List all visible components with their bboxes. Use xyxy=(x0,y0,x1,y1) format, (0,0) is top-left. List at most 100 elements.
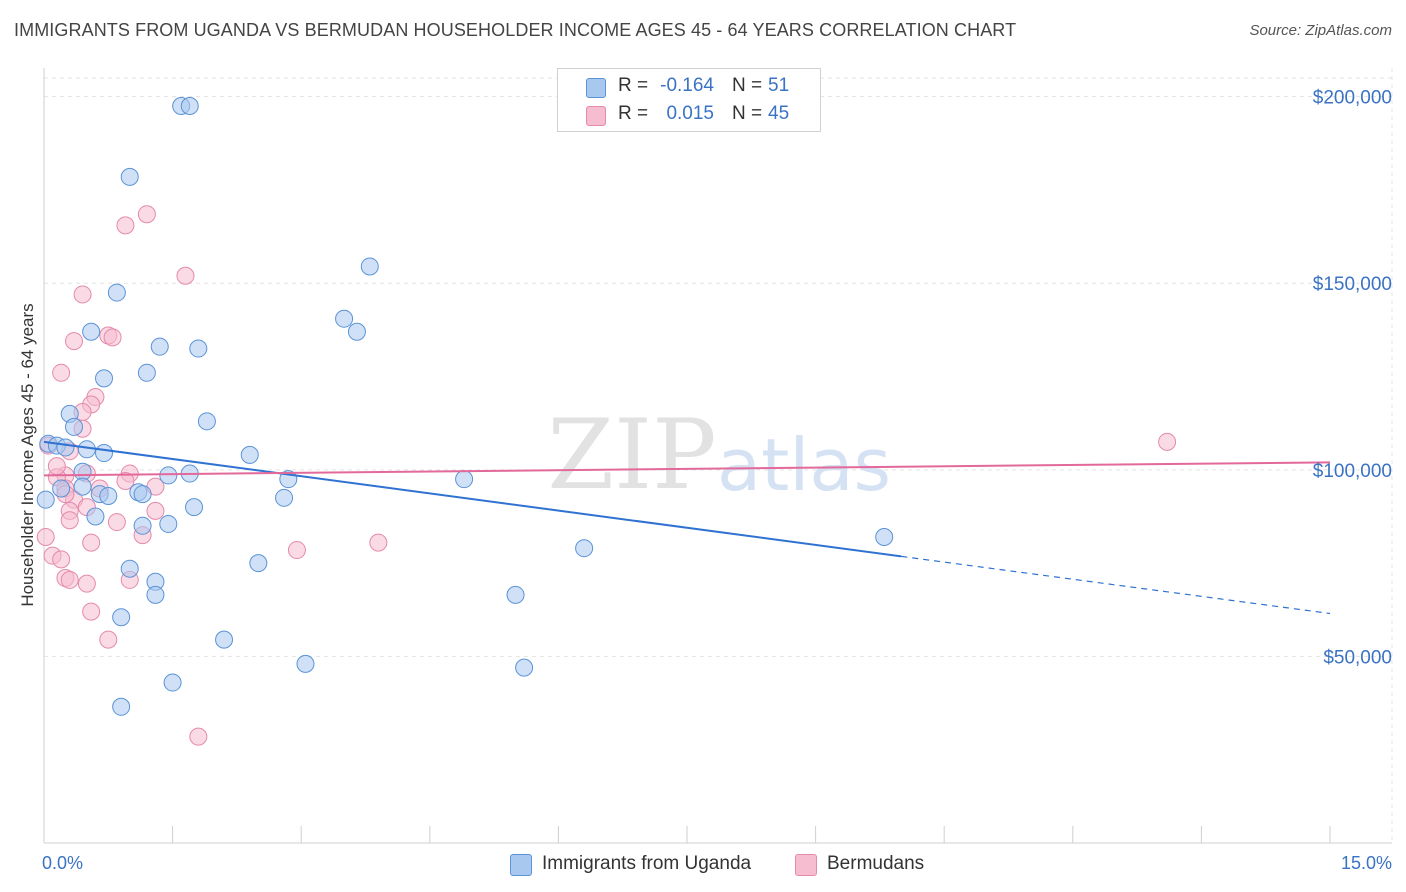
uganda-point xyxy=(240,445,259,464)
uganda-point xyxy=(146,585,165,604)
uganda-point xyxy=(65,417,84,436)
bermudan-point xyxy=(116,216,135,235)
bermudan-r-value: 0.015 xyxy=(666,103,714,124)
bermudan-point xyxy=(65,332,84,351)
bermudan-n-value: 45 xyxy=(768,103,790,124)
uganda-point xyxy=(137,363,156,382)
bermudan-swatch xyxy=(586,106,606,126)
uganda-point xyxy=(163,673,182,692)
uganda-swatch xyxy=(586,78,606,98)
n-label: N = xyxy=(732,75,763,96)
tick-labels: $50,000 $100,000 $150,000 $200,000 0.0% 15.0% xyxy=(42,88,1392,873)
source-label: Source: ZipAtlas.com xyxy=(1249,22,1392,39)
uganda-point xyxy=(185,498,204,517)
uganda-point xyxy=(133,485,152,504)
uganda-point xyxy=(197,412,216,431)
uganda-point xyxy=(95,369,114,388)
uganda-n-value: 51 xyxy=(768,75,790,96)
legend-row-bermudan: R = 0.015 N = 45 xyxy=(558,101,820,129)
uganda-point xyxy=(56,438,75,457)
uganda-point xyxy=(120,167,139,186)
watermark-zip: ZIP xyxy=(547,399,716,511)
bermudan-point xyxy=(189,727,208,746)
bermudan-point xyxy=(103,328,122,347)
x-tick-label-min: 0.0% xyxy=(42,853,83,873)
watermark: ZIP atlas xyxy=(547,399,891,511)
bermudan-point xyxy=(52,363,71,382)
uganda-point xyxy=(133,516,152,535)
chart-title: IMMIGRANTS FROM UGANDA VS BERMUDAN HOUSE… xyxy=(14,20,1017,40)
bermudan-point xyxy=(73,285,92,304)
bermudan-point xyxy=(82,602,101,621)
bermudan-point xyxy=(369,533,388,552)
uganda-points xyxy=(36,96,894,716)
y-tick-label: $50,000 xyxy=(1323,647,1392,668)
bermudan-point xyxy=(1158,432,1177,451)
uganda-point xyxy=(95,444,114,463)
uganda-point xyxy=(455,470,474,489)
bermudan-point xyxy=(287,541,306,560)
y-axis-label: Householder Income Ages 45 - 64 years xyxy=(18,303,37,606)
uganda-legend-label: Immigrants from Uganda xyxy=(542,853,752,874)
bermudan-point xyxy=(60,570,79,589)
correlation-legend: R = -0.164 N = 51 R = 0.015 N = 45 xyxy=(557,68,821,132)
uganda-point xyxy=(150,337,169,356)
uganda-trend-line xyxy=(43,440,902,558)
uganda-point xyxy=(296,654,315,673)
grid xyxy=(44,68,1393,843)
uganda-point xyxy=(180,96,199,115)
bermudan-point xyxy=(60,511,79,530)
uganda-point xyxy=(159,514,178,533)
bermudan-point xyxy=(99,630,118,649)
r-label: R = xyxy=(618,103,649,124)
bermudan-legend-swatch xyxy=(795,854,817,876)
uganda-trend-extension xyxy=(901,555,1331,615)
uganda-point xyxy=(215,630,234,649)
uganda-point xyxy=(335,309,354,328)
uganda-r-value: -0.164 xyxy=(660,75,714,96)
uganda-point xyxy=(249,554,268,573)
uganda-point xyxy=(275,488,294,507)
uganda-point xyxy=(506,585,525,604)
uganda-point xyxy=(107,283,126,302)
uganda-point xyxy=(575,539,594,558)
bermudan-point xyxy=(146,501,165,520)
n-label: N = xyxy=(732,103,763,124)
x-tick-label-max: 15.0% xyxy=(1341,853,1392,873)
watermark-atlas: atlas xyxy=(717,423,891,507)
bermudan-point xyxy=(36,528,55,546)
uganda-point xyxy=(112,697,131,716)
uganda-point xyxy=(360,257,379,276)
bermudan-point xyxy=(116,472,135,491)
bermudan-point xyxy=(77,574,96,593)
uganda-point xyxy=(52,479,71,498)
bermudan-legend-label: Bermudans xyxy=(827,853,925,874)
uganda-point xyxy=(515,658,534,677)
bermudan-point xyxy=(137,205,156,224)
uganda-point xyxy=(875,528,894,546)
y-tick-label: $200,000 xyxy=(1313,88,1392,109)
axes xyxy=(43,68,1392,844)
y-tick-label: $100,000 xyxy=(1313,461,1392,482)
uganda-point xyxy=(347,322,366,341)
r-label: R = xyxy=(618,75,649,96)
y-tick-label: $150,000 xyxy=(1313,274,1392,295)
uganda-point xyxy=(82,322,101,341)
bermudan-point xyxy=(82,533,101,552)
bermudan-point xyxy=(176,266,195,285)
uganda-point xyxy=(36,490,55,509)
uganda-point xyxy=(159,466,178,485)
uganda-legend-swatch xyxy=(510,854,532,876)
bermudan-point xyxy=(52,550,71,569)
uganda-point xyxy=(120,559,139,578)
bermudan-point xyxy=(47,457,66,476)
uganda-point xyxy=(99,486,118,505)
uganda-point xyxy=(189,339,208,358)
bermudan-point xyxy=(107,513,126,532)
bermudan-trend-line xyxy=(43,461,1331,477)
uganda-point xyxy=(73,477,92,496)
trend-lines xyxy=(43,440,1331,615)
uganda-point xyxy=(112,608,131,627)
uganda-point xyxy=(86,507,105,526)
